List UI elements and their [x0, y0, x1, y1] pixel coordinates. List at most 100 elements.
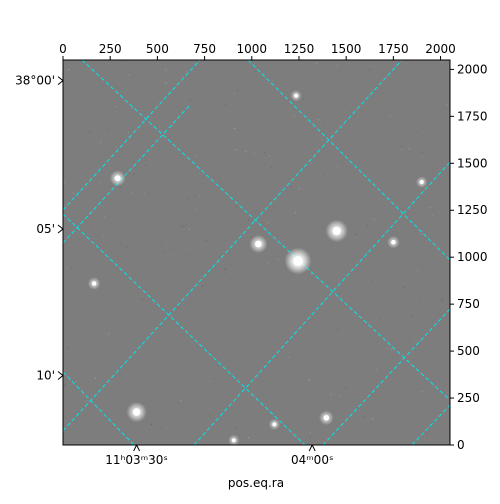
noise-speck	[215, 324, 217, 326]
noise-speck	[167, 287, 169, 289]
noise-speck	[247, 437, 249, 438]
star-6	[323, 415, 330, 421]
noise-speck	[419, 298, 421, 300]
noise-speck	[264, 146, 266, 148]
top-tick-label: 1750	[378, 42, 409, 56]
noise-speck	[126, 60, 128, 62]
noise-speck	[279, 373, 281, 375]
noise-speck	[317, 281, 319, 283]
top-tick-label: 1250	[284, 42, 315, 56]
noise-speck	[68, 69, 70, 70]
noise-speck	[198, 172, 200, 174]
noise-speck	[190, 99, 191, 101]
noise-speck	[138, 187, 140, 189]
noise-speck	[336, 327, 338, 328]
noise-speck	[234, 427, 236, 429]
noise-speck	[205, 239, 207, 241]
grid-line	[411, 404, 450, 445]
noise-speck	[123, 245, 125, 247]
noise-speck	[404, 337, 406, 339]
noise-speck	[239, 273, 241, 274]
noise-speck	[307, 116, 309, 118]
noise-speck	[367, 225, 369, 227]
noise-speck	[446, 104, 448, 106]
noise-speck	[420, 233, 422, 235]
noise-speck	[92, 434, 94, 436]
noise-speck	[264, 151, 266, 153]
noise-speck	[408, 148, 410, 150]
star-4	[132, 408, 141, 416]
grid-line	[63, 213, 306, 445]
ra-tick	[308, 444, 313, 452]
noise-speck	[371, 280, 372, 282]
noise-speck	[315, 210, 317, 212]
noise-speck	[233, 93, 235, 95]
noise-speck	[413, 321, 415, 322]
noise-speck	[133, 383, 135, 385]
noise-speck	[281, 295, 283, 297]
noise-speck	[120, 243, 122, 245]
noise-speck	[324, 269, 326, 271]
noise-speck	[277, 258, 279, 260]
bright-star	[293, 256, 303, 266]
top-tick-label: 0	[59, 42, 67, 56]
dec-tick-label: 05'	[36, 222, 55, 236]
noise-speck	[291, 186, 293, 188]
noise-speck	[288, 356, 290, 358]
noise-speck	[335, 266, 337, 268]
noise-speck	[219, 313, 221, 315]
noise-speck	[103, 215, 105, 217]
noise-speck	[133, 173, 135, 175]
noise-speck	[128, 74, 130, 76]
noise-speck	[398, 101, 399, 103]
noise-speck	[180, 399, 182, 401]
noise-speck	[421, 151, 423, 153]
noise-speck	[302, 98, 304, 100]
top-tick-label: 2000	[425, 42, 456, 56]
noise-speck	[100, 182, 102, 184]
noise-speck	[399, 148, 401, 150]
noise-speck	[82, 195, 84, 197]
noise-speck	[298, 188, 300, 190]
noise-speck	[316, 63, 318, 64]
noise-speck	[426, 433, 428, 435]
noise-speck	[158, 203, 160, 205]
noise-speck	[413, 431, 415, 433]
noise-speck	[267, 222, 269, 224]
noise-speck	[432, 215, 434, 217]
right-tick-label: 750	[457, 297, 480, 311]
right-tick-label: 250	[457, 391, 480, 405]
noise-speck	[417, 269, 418, 271]
noise-speck	[441, 299, 443, 301]
noise-speck	[171, 77, 173, 79]
noise-speck	[160, 360, 162, 362]
noise-speck	[346, 166, 348, 168]
noise-speck	[267, 423, 269, 425]
grid-line	[81, 60, 450, 401]
noise-speck	[372, 418, 374, 420]
noise-speck	[309, 436, 311, 438]
noise-speck	[196, 155, 198, 157]
noise-speck	[272, 80, 274, 82]
dec-tick	[57, 80, 64, 86]
star-9	[419, 180, 424, 185]
noise-speck	[196, 302, 198, 304]
noise-speck	[152, 342, 154, 343]
noise-speck	[92, 399, 94, 401]
noise-speck	[410, 314, 412, 316]
right-tick-label: 1250	[457, 203, 488, 217]
right-tick-label: 0	[457, 438, 465, 452]
noise-speck	[293, 76, 295, 78]
noise-speck	[199, 91, 201, 93]
ra-tick	[136, 444, 141, 452]
grid-line	[63, 60, 403, 432]
noise-speck	[349, 177, 351, 179]
noise-speck	[177, 364, 179, 366]
noise-speck	[188, 228, 190, 230]
noise-speck	[89, 131, 91, 133]
noise-speck	[301, 84, 303, 86]
noise-speck	[88, 108, 90, 110]
ra-tick-label: 11ʰ03ᵐ30ˢ	[105, 453, 168, 467]
grid-line	[63, 371, 135, 445]
